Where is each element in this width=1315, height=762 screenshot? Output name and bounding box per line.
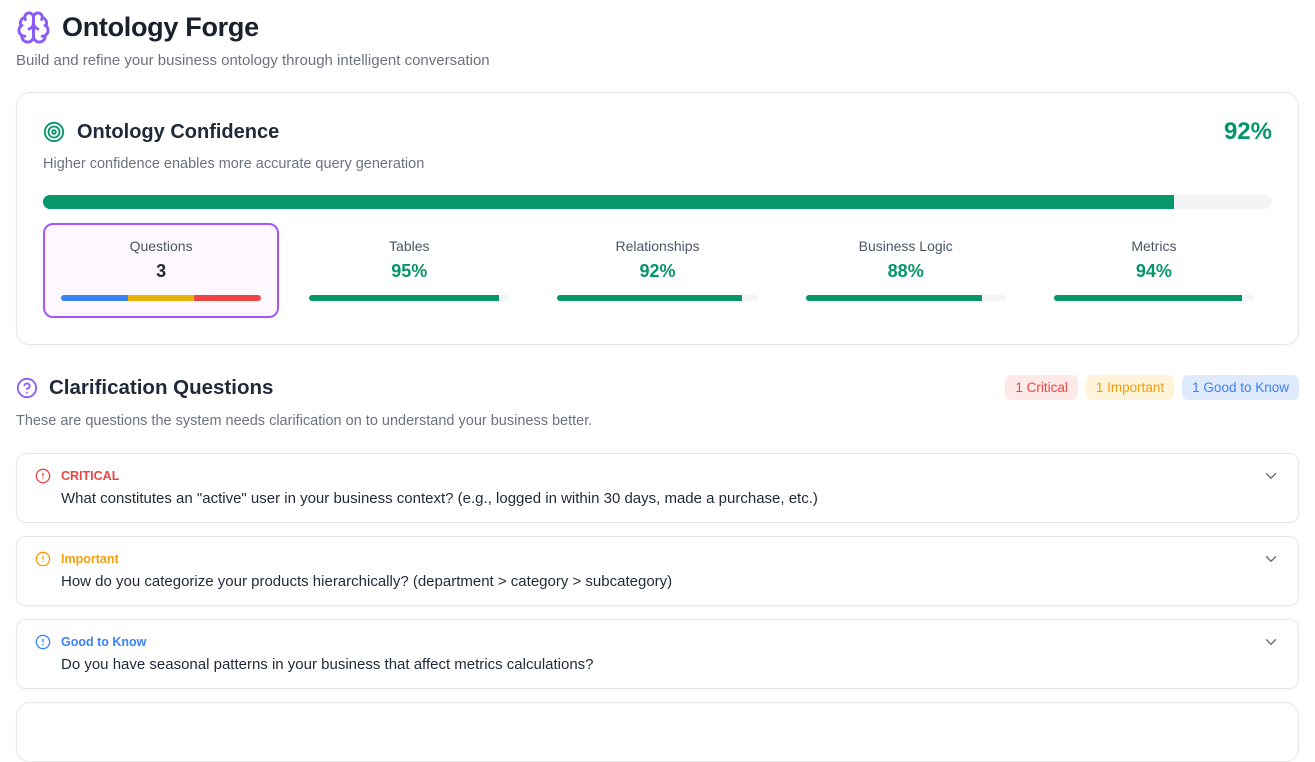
clarification-section-header: Clarification Questions 1 Critical 1 Imp… bbox=[16, 375, 1299, 400]
stat-tables-value: 95% bbox=[391, 261, 428, 281]
partially-visible-card bbox=[16, 702, 1299, 762]
severity-label-important: Important bbox=[61, 552, 119, 566]
chevron-down-icon[interactable] bbox=[1262, 550, 1280, 568]
help-circle-icon bbox=[16, 377, 38, 398]
stat-business-logic-bar bbox=[805, 295, 1006, 301]
question-critical-header: CRITICAL bbox=[35, 467, 1280, 485]
clarification-subtitle: These are questions the system needs cla… bbox=[16, 413, 593, 429]
stat-questions[interactable]: Questions 3 bbox=[43, 223, 280, 318]
stat-tables[interactable]: Tables 95% bbox=[291, 223, 527, 318]
important-count-badge: 1 Important bbox=[1085, 375, 1175, 400]
stat-metrics[interactable]: Metrics 94% bbox=[1036, 223, 1272, 318]
question-card-important[interactable]: Important How do you categorize your pro… bbox=[16, 536, 1299, 606]
confidence-overall-percent: 92% bbox=[1223, 118, 1272, 145]
question-important-header: Important bbox=[35, 550, 1280, 568]
questions-bar-segment-red bbox=[194, 295, 262, 301]
clarification-title-wrap: Clarification Questions bbox=[16, 376, 273, 400]
ontology-confidence-card: Ontology Confidence 92% Higher confidenc… bbox=[16, 92, 1299, 345]
confidence-progress-track bbox=[43, 195, 1272, 209]
question-card-good-to-know[interactable]: Good to Know Do you have seasonal patter… bbox=[16, 619, 1299, 689]
confidence-header: Ontology Confidence 92% bbox=[43, 118, 1272, 146]
question-text-important: How do you categorize your products hier… bbox=[61, 573, 673, 590]
confidence-progress-fill bbox=[43, 195, 1174, 209]
severity-label-good-to-know: Good to Know bbox=[61, 635, 147, 649]
stat-metrics-bar bbox=[1053, 295, 1254, 301]
confidence-subtitle: Higher confidence enables more accurate … bbox=[43, 156, 425, 172]
stat-questions-label: Questions bbox=[129, 238, 193, 254]
stat-relationships[interactable]: Relationships 92% bbox=[539, 223, 775, 318]
good-to-know-count-badge: 1 Good to Know bbox=[1182, 375, 1299, 400]
question-text-good-to-know: Do you have seasonal patterns in your bu… bbox=[61, 656, 594, 673]
stat-questions-value: 3 bbox=[156, 261, 167, 281]
stat-relationships-bar bbox=[557, 295, 758, 301]
stat-metrics-value: 94% bbox=[1135, 261, 1172, 281]
question-card-critical[interactable]: CRITICAL What constitutes an "active" us… bbox=[16, 453, 1299, 523]
stat-business-logic-value: 88% bbox=[887, 261, 924, 281]
chevron-down-icon[interactable] bbox=[1262, 633, 1280, 651]
stat-business-logic[interactable]: Business Logic 88% bbox=[788, 223, 1024, 318]
app-subtitle: Build and refine your business ontology … bbox=[16, 52, 490, 69]
stat-questions-bar bbox=[61, 295, 262, 301]
stat-business-logic-label: Business Logic bbox=[858, 238, 953, 254]
stat-tables-label: Tables bbox=[389, 238, 430, 254]
questions-bar-segment-blue bbox=[61, 295, 128, 301]
question-good-to-know-header: Good to Know bbox=[35, 633, 1280, 651]
alert-circle-icon bbox=[35, 634, 51, 650]
question-text-critical: What constitutes an "active" user in you… bbox=[61, 490, 818, 507]
severity-label-critical: CRITICAL bbox=[61, 469, 120, 483]
target-icon bbox=[43, 121, 65, 143]
questions-bar-segment-amber bbox=[127, 295, 195, 301]
stat-tables-bar bbox=[309, 295, 510, 301]
confidence-title: Ontology Confidence bbox=[77, 120, 280, 143]
chevron-down-icon[interactable] bbox=[1262, 467, 1280, 485]
brain-icon bbox=[17, 11, 50, 44]
confidence-title-wrap: Ontology Confidence bbox=[43, 121, 279, 144]
alert-circle-icon bbox=[35, 551, 51, 567]
stat-metrics-label: Metrics bbox=[1131, 238, 1177, 254]
alert-circle-icon bbox=[35, 468, 51, 484]
stat-relationships-label: Relationships bbox=[615, 238, 700, 254]
confidence-stats-row: Questions 3 Tables 95% Relationships 92% bbox=[43, 223, 1272, 318]
app-header: Ontology Forge bbox=[16, 10, 1299, 45]
critical-count-badge: 1 Critical bbox=[1005, 375, 1078, 400]
clarification-title: Clarification Questions bbox=[49, 375, 274, 399]
stat-relationships-value: 92% bbox=[639, 261, 676, 281]
severity-badges: 1 Critical 1 Important 1 Good to Know bbox=[1005, 375, 1299, 400]
app-title: Ontology Forge bbox=[62, 12, 259, 42]
